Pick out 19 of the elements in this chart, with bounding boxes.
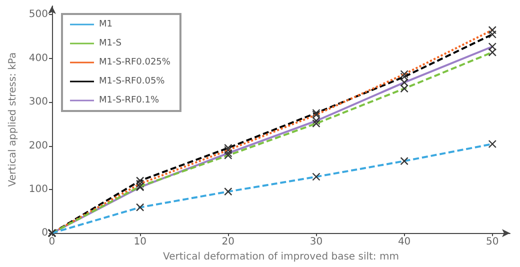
legend-label: M1 [99, 20, 112, 30]
legend-label: M1-S-RF0.05% [99, 76, 166, 86]
legend-label: M1-S [99, 38, 122, 48]
y-tick-label: 200 [28, 140, 48, 152]
x-axis-title: Vertical deformation of improved base silt: mm [163, 252, 399, 262]
x-tick-label: 30 [310, 236, 323, 248]
x-tick-label: 40 [398, 236, 411, 248]
y-tick-label: 100 [28, 184, 48, 195]
legend-label: M1-S-RF0.025% [99, 58, 171, 68]
y-tick-label: 500 [28, 9, 48, 20]
x-tick-label: 20 [222, 236, 235, 248]
x-tick-label: 10 [134, 236, 146, 248]
y-tick-label: 400 [28, 52, 48, 64]
x-tick-label: 0 [48, 236, 56, 248]
y-tick-label: 0 [42, 228, 48, 239]
x-tick-label: 50 [486, 236, 499, 248]
y-tick-label: 300 [28, 96, 48, 108]
legend-label: M1-S-RF0.1% [99, 96, 160, 106]
y-axis-title: Vertical applied stress: kPa [8, 52, 18, 187]
